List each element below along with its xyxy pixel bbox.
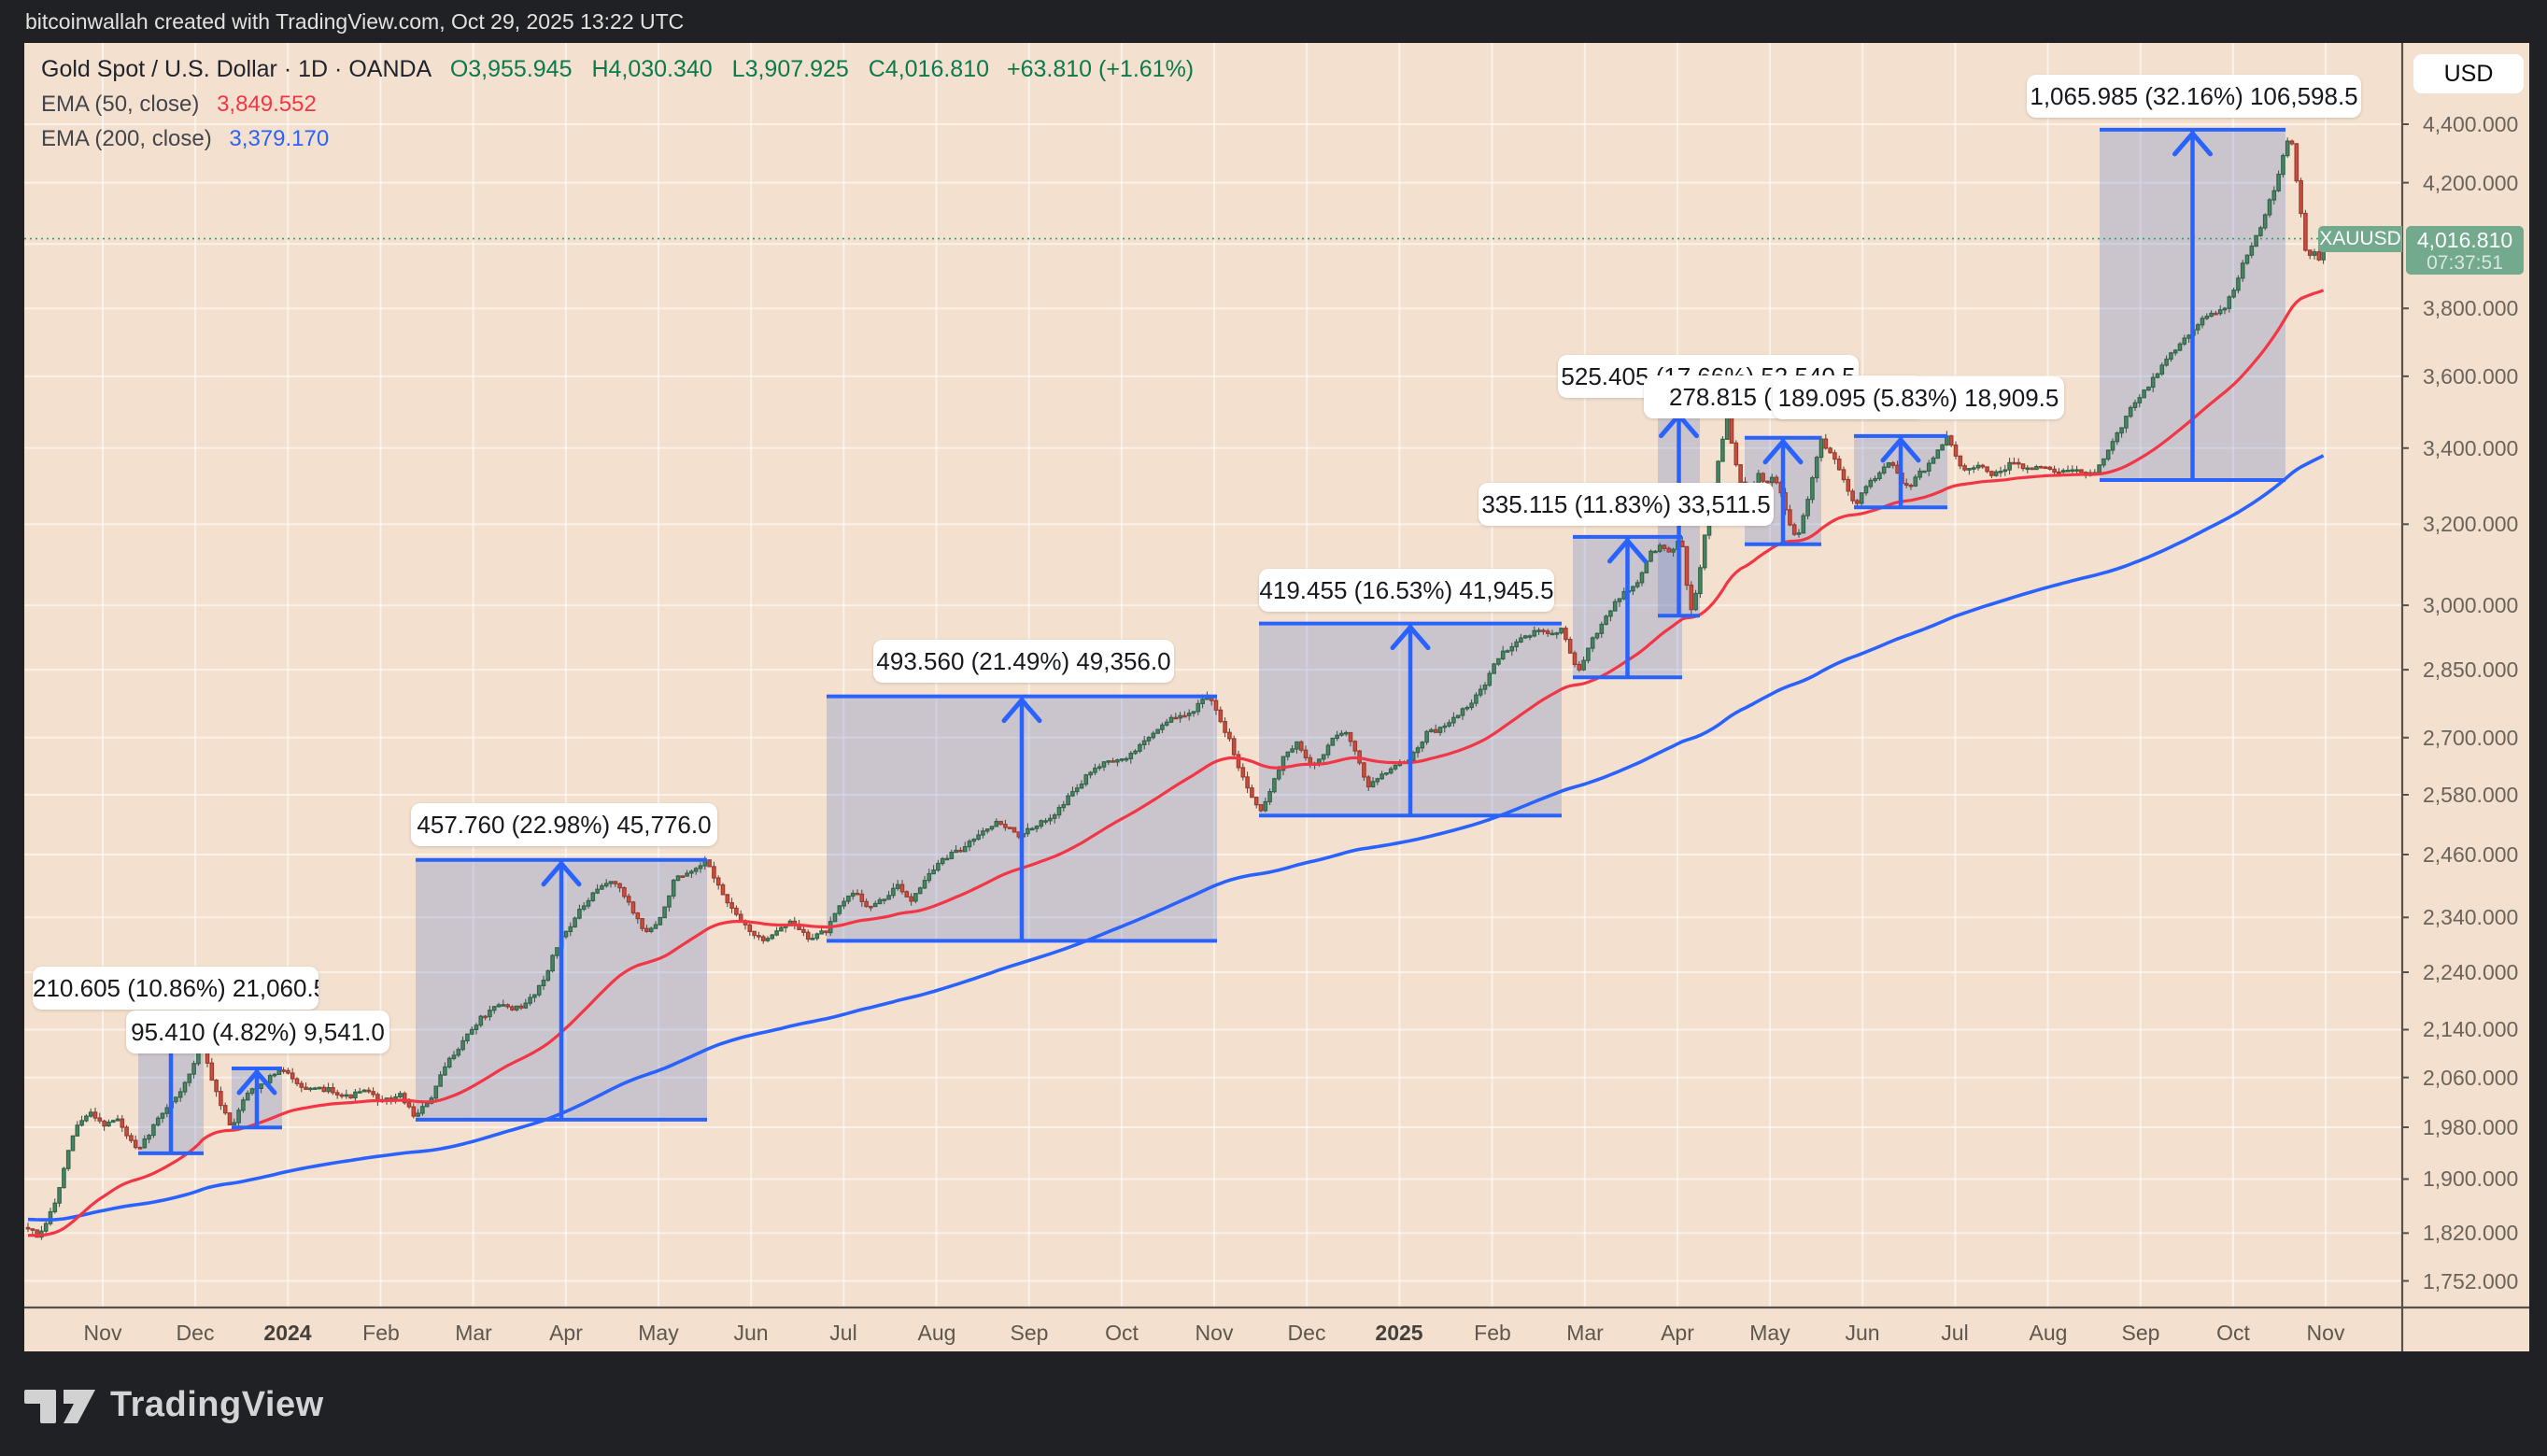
chart-legend: Gold Spot / U.S. Dollar · 1D · OANDA O3,… bbox=[41, 56, 1194, 152]
price-tick-label: 3,000.000 bbox=[2423, 593, 2519, 617]
price-tick-label: 2,140.000 bbox=[2423, 1017, 2519, 1041]
price-range-label[interactable]: 1,065.985 (32.16%) 106,598.5 bbox=[2027, 75, 2361, 118]
price-tick-label: 1,820.000 bbox=[2423, 1221, 2519, 1245]
currency-toggle-button[interactable]: USD bbox=[2413, 54, 2524, 93]
time-tick-label: Apr bbox=[549, 1321, 583, 1345]
time-tick-label: Dec bbox=[1287, 1321, 1326, 1345]
bar-countdown: 07:37:51 bbox=[2427, 251, 2503, 274]
price-tick-label: 3,800.000 bbox=[2423, 296, 2519, 320]
ohlc-open: O3,955.945 bbox=[449, 56, 573, 82]
price-range-label[interactable]: 210.605 (10.86%) 21,060.5 bbox=[33, 967, 318, 1010]
candle-wicks bbox=[27, 137, 2325, 1240]
time-tick-label: 2024 bbox=[263, 1321, 312, 1345]
price-tick-label: 1,980.000 bbox=[2423, 1115, 2519, 1139]
attribution-text: bitcoinwallah created with TradingView.c… bbox=[25, 9, 685, 34]
footer-bar: TradingView bbox=[0, 1351, 2547, 1456]
tradingview-brand-text: TradingView bbox=[110, 1384, 324, 1424]
candle-bodies bbox=[25, 140, 2326, 1238]
time-tick-label: Nov bbox=[1195, 1321, 1234, 1345]
measurement-fills bbox=[138, 129, 2285, 1153]
axis-lines bbox=[24, 43, 2529, 1351]
price-tick-label: 3,400.000 bbox=[2423, 436, 2519, 460]
price-tick-label: 1,900.000 bbox=[2423, 1166, 2519, 1191]
price-tick-label: 2,700.000 bbox=[2423, 726, 2519, 750]
change-value: +63.810 (+1.61%) bbox=[1006, 56, 1195, 82]
attribution-bar: bitcoinwallah created with TradingView.c… bbox=[0, 0, 2547, 43]
price-range-label[interactable]: 457.760 (22.98%) 45,776.0 bbox=[411, 803, 717, 846]
time-tick-label: Jul bbox=[1941, 1321, 1969, 1345]
grid-lines bbox=[24, 43, 2402, 1308]
plot-area[interactable] bbox=[24, 43, 2402, 1308]
interval-label[interactable]: 1D bbox=[298, 56, 329, 82]
price-tick-label: 2,340.000 bbox=[2423, 905, 2519, 929]
price-tick-label: 2,460.000 bbox=[2423, 842, 2519, 867]
time-tick-label: Aug bbox=[917, 1321, 956, 1345]
time-tick-label: Nov bbox=[2306, 1321, 2345, 1345]
symbol-row: Gold Spot / U.S. Dollar · 1D · OANDA O3,… bbox=[41, 56, 1194, 83]
price-tick-label: 2,580.000 bbox=[2423, 783, 2519, 807]
symbol-badge-text: XAUUSD bbox=[2319, 228, 2401, 249]
time-tick-label: Nov bbox=[83, 1321, 122, 1345]
ema50-value: 3,849.552 bbox=[217, 92, 317, 117]
ohlc-close: C4,016.810 bbox=[868, 56, 990, 82]
time-tick-label: Sep bbox=[1010, 1321, 1049, 1345]
tradingview-attribution[interactable]: TradingView bbox=[22, 1383, 324, 1426]
tradingview-logo-icon bbox=[24, 1390, 95, 1423]
time-tick-label: Jun bbox=[1845, 1321, 1880, 1345]
separator-dot: · bbox=[283, 56, 292, 82]
price-tick-label: 2,850.000 bbox=[2423, 657, 2519, 682]
time-tick-label: Jul bbox=[829, 1321, 857, 1345]
price-range-label[interactable]: 419.455 (16.53%) 41,945.5 bbox=[1259, 569, 1554, 612]
ohlc-low: L3,907.925 bbox=[731, 56, 849, 82]
price-tick-label: 2,240.000 bbox=[2423, 960, 2519, 984]
time-tick-label: Mar bbox=[455, 1321, 492, 1345]
price-range-label[interactable]: 95.410 (4.82%) 9,541.0 bbox=[126, 1011, 389, 1053]
ohlc-high: H4,030.340 bbox=[591, 56, 713, 82]
time-tick-label: Dec bbox=[176, 1321, 215, 1345]
ema200-label: EMA (200, close) bbox=[41, 126, 212, 151]
separator-dot: · bbox=[334, 56, 343, 82]
time-tick-label: Feb bbox=[1474, 1321, 1511, 1345]
time-tick-label: Feb bbox=[362, 1321, 400, 1345]
time-tick-label: Jun bbox=[733, 1321, 769, 1345]
symbol-title[interactable]: Gold Spot / U.S. Dollar bbox=[41, 56, 277, 82]
price-range-label[interactable]: 493.560 (21.49%) 49,356.0 bbox=[873, 640, 1174, 683]
time-tick-label: Mar bbox=[1566, 1321, 1604, 1345]
ema200-value: 3,379.170 bbox=[229, 126, 330, 151]
time-tick-label: Sep bbox=[2121, 1321, 2160, 1345]
last-price-badge: 4,016.810 07:37:51 bbox=[2406, 226, 2524, 275]
time-tick-label: Apr bbox=[1661, 1321, 1694, 1345]
measurement-arrows bbox=[138, 127, 2285, 1155]
time-tick-label: 2025 bbox=[1375, 1321, 1423, 1345]
price-range-label[interactable]: 335.115 (11.83%) 33,511.5 bbox=[1479, 483, 1774, 526]
time-tick-label: May bbox=[1749, 1321, 1790, 1345]
time-tick-label: Aug bbox=[2029, 1321, 2068, 1345]
last-price-value: 4,016.810 bbox=[2416, 227, 2513, 252]
time-tick-label: Oct bbox=[1105, 1321, 1139, 1345]
ema50-label: EMA (50, close) bbox=[41, 92, 200, 117]
indicator-ema50[interactable]: EMA (50, close) 3,849.552 bbox=[41, 92, 1194, 118]
price-range-label[interactable]: 189.095 (5.83%) 18,909.5 bbox=[1773, 376, 2064, 419]
price-tick-label: 3,200.000 bbox=[2423, 512, 2519, 536]
chart-background bbox=[24, 43, 2529, 1351]
time-tick-label: Oct bbox=[2216, 1321, 2250, 1345]
price-tick-label: 4,400.000 bbox=[2423, 112, 2519, 136]
price-tick-label: 2,060.000 bbox=[2423, 1066, 2519, 1090]
ema50-line bbox=[27, 289, 2325, 1237]
ema200-line bbox=[27, 454, 2325, 1222]
exchange-label: OANDA bbox=[348, 56, 431, 82]
price-tick-label: 3,600.000 bbox=[2423, 364, 2519, 389]
currency-label: USD bbox=[2443, 60, 2494, 87]
price-tick-label: 1,752.000 bbox=[2423, 1269, 2519, 1293]
time-tick-label: May bbox=[638, 1321, 679, 1345]
indicator-ema200[interactable]: EMA (200, close) 3,379.170 bbox=[41, 126, 1194, 152]
price-tick-label: 4,200.000 bbox=[2423, 171, 2519, 195]
symbol-price-badge: XAUUSD bbox=[2318, 226, 2402, 252]
